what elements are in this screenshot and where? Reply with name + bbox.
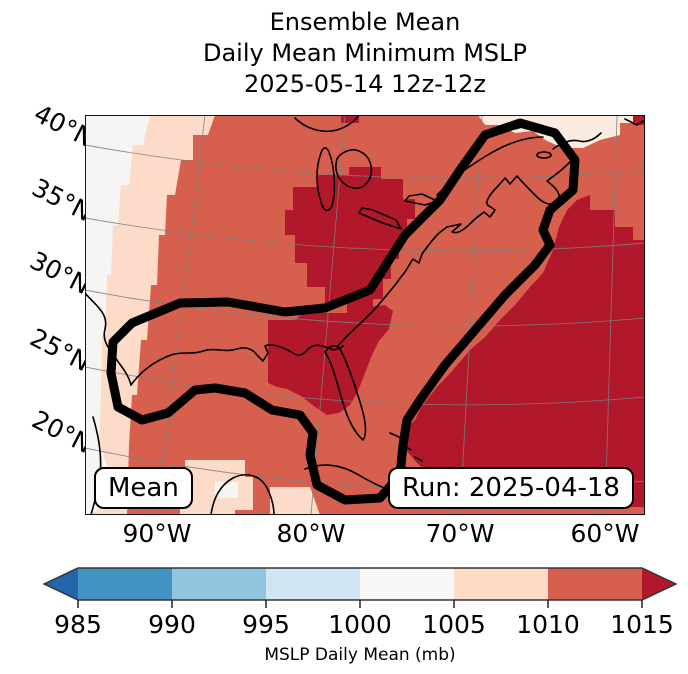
coast-yucatan bbox=[210, 474, 275, 516]
gridline-lon-70w bbox=[459, 114, 483, 516]
lake-erie bbox=[358, 207, 402, 230]
map-panel bbox=[84, 114, 648, 516]
mslp-filled-contour-map bbox=[84, 114, 648, 516]
coast-gulf bbox=[130, 344, 344, 386]
lake-huron bbox=[335, 149, 373, 189]
graticule bbox=[84, 114, 646, 516]
colorbar-axis-label: MSLP Daily Mean (mb) bbox=[264, 645, 455, 665]
gridline-lon-60w bbox=[604, 114, 618, 516]
fill-region-over1015-topcenter bbox=[341, 115, 359, 123]
colorbar-seg-1010-1015 bbox=[548, 568, 642, 600]
colorbar: 985 990 995 1000 1005 1010 1015 MSLP Dai… bbox=[42, 567, 678, 665]
colorbar-tick-labels: 985 990 995 1000 1005 1010 1015 bbox=[54, 610, 674, 639]
cbar-tick-1015: 1015 bbox=[610, 610, 674, 639]
cbar-tick-1000: 1000 bbox=[328, 610, 392, 639]
cbar-tick-985: 985 bbox=[54, 610, 102, 639]
fill-region-over1015-corner bbox=[633, 115, 645, 125]
gridline-lat-35n bbox=[84, 217, 646, 252]
colorbar-seg-990-995 bbox=[172, 568, 266, 600]
colorbar-seg-985-990 bbox=[78, 568, 172, 600]
colorbar-tickmarks bbox=[77, 600, 643, 608]
coast-newfoundland bbox=[624, 118, 648, 126]
gridline-lon-90w bbox=[156, 114, 206, 516]
colorbar-seg-1005-1010 bbox=[454, 568, 548, 600]
gridline-lat-40n bbox=[84, 144, 646, 179]
colorbar-over-arrow bbox=[642, 568, 676, 600]
title-line-3: 2025-05-14 12z-12z bbox=[243, 70, 487, 98]
colorbar-under-arrow bbox=[44, 568, 78, 600]
gridline-lat-25n bbox=[84, 366, 646, 406]
cbar-tick-990: 990 bbox=[148, 610, 196, 639]
fill-region-over1015-atlantic bbox=[403, 195, 645, 512]
cbar-tick-1005: 1005 bbox=[422, 610, 486, 639]
coast-florida bbox=[324, 344, 367, 441]
mean-annotation-box: Mean bbox=[94, 467, 193, 509]
lake-superior bbox=[294, 114, 360, 133]
thick-ensemble-contour bbox=[106, 118, 580, 505]
colorbar-seg-995-1000 bbox=[266, 568, 360, 600]
gridline-lon-80w bbox=[310, 114, 346, 516]
lake-ontario bbox=[404, 193, 438, 206]
cbar-tick-1010: 1010 bbox=[516, 610, 580, 639]
fill-region-over1015-southeast bbox=[268, 305, 393, 415]
lon-tick-90w: 90°W bbox=[122, 519, 192, 548]
lon-tick-60w: 60°W bbox=[570, 519, 640, 548]
colorbar-seg-1000-1005 bbox=[360, 568, 454, 600]
title-line-2: Daily Mean Minimum MSLP bbox=[202, 39, 527, 67]
fill-region-1000-1005-west bbox=[85, 115, 150, 515]
lon-tick-70w: 70°W bbox=[425, 519, 495, 548]
fill-region-1000-1005-yucatan bbox=[215, 482, 238, 498]
run-date-annotation-box: Run: 2025-04-18 bbox=[388, 467, 634, 509]
fill-region-1005-1010-caribbean bbox=[270, 487, 320, 515]
title-line-1: Ensemble Mean bbox=[269, 8, 461, 36]
lake-michigan bbox=[316, 147, 336, 212]
fill-region-1010-1015-bottomstrip bbox=[425, 507, 645, 515]
cbar-tick-995: 995 bbox=[242, 610, 290, 639]
lon-tick-80w: 80°W bbox=[276, 519, 346, 548]
coast-pei bbox=[536, 151, 552, 159]
gridline-lat-30n bbox=[84, 289, 646, 327]
